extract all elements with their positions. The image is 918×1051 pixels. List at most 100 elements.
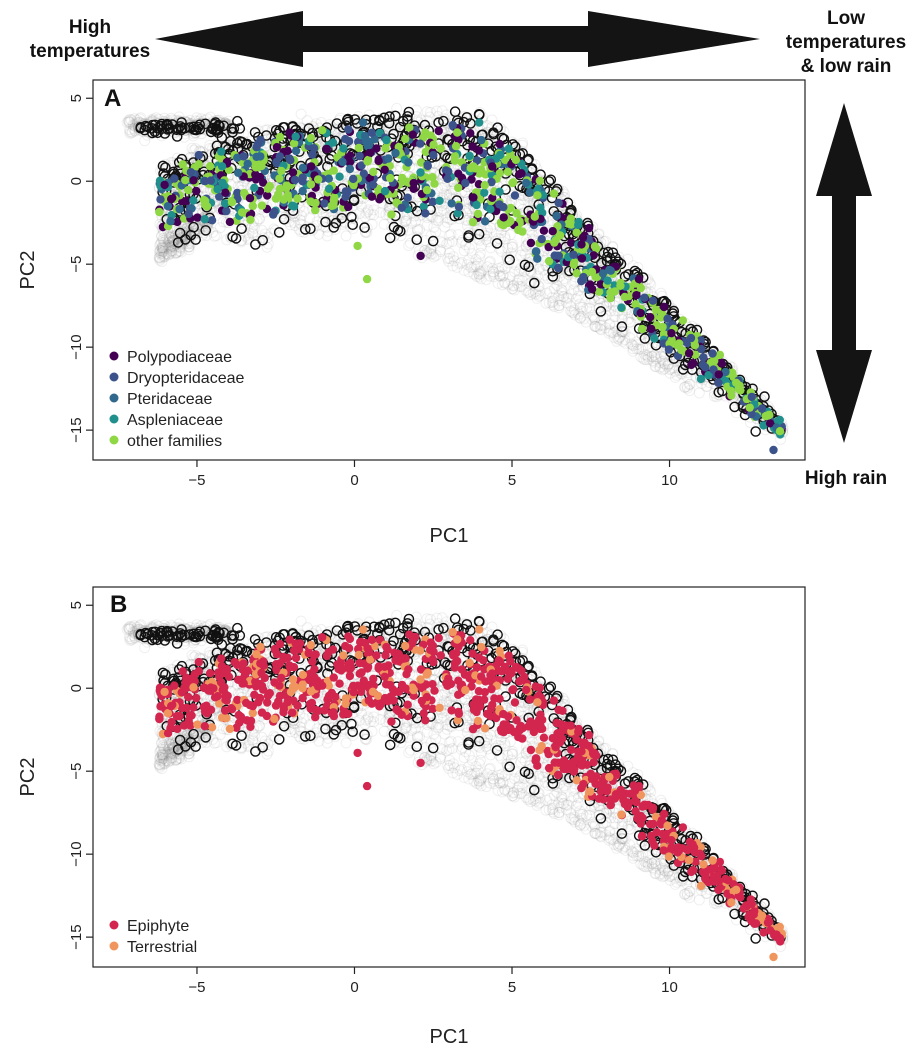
background-point	[486, 114, 498, 126]
background-point	[438, 188, 450, 200]
species-point	[286, 156, 295, 165]
species-point	[475, 118, 484, 127]
species-point	[454, 202, 464, 211]
background-point	[243, 232, 255, 244]
species-point	[696, 374, 706, 384]
background-point	[439, 221, 451, 233]
background-point	[463, 203, 475, 215]
species-point	[553, 263, 563, 273]
species-point	[510, 191, 520, 200]
species-point	[217, 162, 227, 171]
high-temperatures-label: High	[69, 17, 111, 38]
background-point	[361, 226, 373, 238]
background-point	[359, 211, 371, 223]
species-point	[548, 227, 557, 236]
background-point	[247, 228, 259, 240]
species-point	[579, 272, 588, 282]
species-point	[322, 144, 331, 154]
species-point	[429, 140, 438, 149]
species-point	[404, 158, 413, 167]
species-point	[206, 176, 215, 185]
background-point	[475, 240, 487, 252]
background-point	[395, 230, 407, 242]
species-point	[318, 126, 327, 135]
species-point	[184, 209, 193, 219]
species-point	[257, 201, 267, 210]
species-point	[311, 206, 320, 215]
background-point	[307, 222, 319, 234]
background-point	[481, 230, 493, 242]
species-point	[408, 130, 417, 139]
background-point	[171, 152, 183, 164]
species-point	[200, 215, 209, 224]
species-point	[367, 128, 376, 137]
species-point	[243, 159, 252, 168]
outlier-point	[769, 445, 778, 455]
species-point	[745, 403, 754, 412]
species-point	[193, 213, 202, 222]
species-point	[526, 238, 536, 248]
background-point	[368, 209, 380, 221]
background-point	[259, 124, 271, 136]
background-point	[284, 219, 296, 231]
species-point	[225, 217, 235, 227]
species-point	[217, 147, 226, 156]
species-point	[416, 168, 425, 177]
background-point	[431, 205, 443, 217]
species-point	[450, 156, 459, 165]
background-point	[445, 188, 457, 200]
legend-swatch-dryopteridaceae	[109, 372, 119, 382]
y-axis-title-a: PC2	[17, 251, 39, 290]
background-point	[480, 234, 492, 245]
species-point	[291, 146, 301, 156]
species-point	[422, 185, 432, 195]
species-point	[436, 144, 445, 153]
background-point	[164, 232, 176, 243]
species-point	[454, 183, 463, 192]
species-point	[320, 199, 329, 208]
species-point	[207, 216, 217, 225]
species-point	[298, 173, 307, 182]
species-point	[461, 178, 470, 188]
species-point	[535, 176, 544, 185]
species-point	[384, 154, 393, 163]
background-point	[424, 106, 436, 118]
species-point	[380, 186, 390, 196]
species-point	[533, 254, 542, 263]
species-point	[429, 150, 438, 160]
species-point	[270, 207, 279, 217]
background-point	[401, 214, 413, 226]
species-point	[291, 132, 300, 141]
species-point	[701, 363, 710, 372]
legend-swatch-aspleniaceae	[109, 414, 119, 424]
species-point	[465, 151, 474, 161]
species-point	[468, 142, 477, 151]
background-point	[466, 248, 478, 260]
species-point	[372, 144, 381, 153]
background-point	[556, 287, 568, 299]
background-point	[499, 263, 511, 275]
species-point	[584, 223, 594, 233]
species-point	[647, 324, 656, 333]
species-point	[426, 131, 435, 140]
species-point	[338, 157, 347, 167]
species-point	[391, 148, 400, 158]
background-point	[597, 311, 609, 322]
species-point	[354, 143, 364, 153]
background-point	[347, 223, 359, 234]
species-point	[239, 152, 248, 161]
species-point	[387, 210, 396, 219]
background-point	[473, 251, 485, 263]
species-point	[715, 350, 725, 360]
species-point	[386, 173, 395, 183]
species-point	[477, 165, 486, 174]
background-point	[298, 206, 310, 217]
species-point	[167, 194, 176, 204]
background-point	[317, 161, 329, 173]
species-point	[495, 187, 504, 196]
species-point	[659, 302, 669, 312]
x-tick-label: 10	[661, 472, 678, 489]
species-point	[447, 199, 456, 208]
species-point	[329, 201, 338, 210]
species-point	[469, 193, 478, 202]
